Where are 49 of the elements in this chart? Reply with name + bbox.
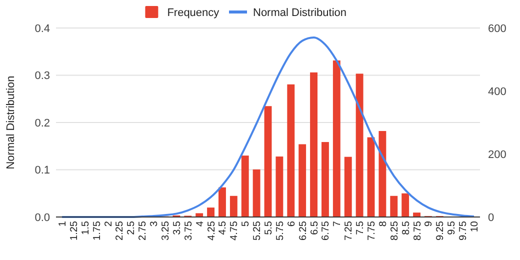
x-tick-label: 2 (103, 220, 114, 227)
x-tick-label: 1.25 (68, 220, 80, 240)
legend-label: Normal Distribution (253, 6, 347, 19)
x-tick-label: 9 (424, 220, 435, 227)
x-tick-label: 9.75 (458, 220, 470, 240)
x-tick-label: 3 (149, 220, 160, 227)
x-tick-label: 6 (286, 220, 298, 227)
y2-tick-label: 0 (488, 212, 494, 224)
x-tick-label: 6.5 (309, 220, 320, 235)
x-tick-label: 6.25 (298, 220, 309, 240)
y-axis-title: Normal Distribution (5, 76, 17, 170)
y-tick-label: 0.4 (34, 22, 50, 35)
x-tick-label: 4.5 (218, 220, 229, 235)
y-tick-label: 0.3 (34, 70, 50, 82)
y-tick-label: 0.0 (34, 212, 50, 224)
x-tick-label: 4 (194, 220, 206, 227)
y2-tick-label: 400 (488, 86, 506, 98)
x-tick-label: 10 (469, 220, 480, 232)
x-tick-label: 7.25 (344, 220, 355, 240)
x-tick-label: 9.25 (435, 220, 446, 240)
x-tick-label: 1.75 (92, 220, 103, 240)
x-tick-label: 8 (378, 220, 389, 227)
x-tick-label: 3.75 (183, 220, 194, 240)
x-tick-label: 4.25 (206, 220, 218, 240)
legend-label: Frequency (167, 6, 220, 19)
x-tick-label: 4.75 (229, 220, 240, 240)
x-tick-label: 7.5 (355, 220, 366, 235)
x-tick-label: 3.25 (160, 220, 172, 240)
x-tick-label: 1 (58, 220, 69, 227)
x-tick-label: 5 (240, 220, 252, 227)
y2-tick-label: 600 (488, 22, 506, 35)
x-tick-label: 2.75 (138, 220, 149, 240)
y-tick-label: 0.1 (34, 164, 50, 177)
x-tick-label: 5.5 (264, 220, 274, 235)
x-tick-label: 8.25 (389, 220, 400, 240)
y-tick-label: 0.2 (34, 117, 50, 130)
x-tick-label: 7.75 (366, 220, 378, 240)
x-tick-label: 8.75 (412, 220, 424, 240)
y2-tick-label: 200 (488, 148, 506, 161)
x-tick-label: 8.5 (400, 220, 412, 235)
x-tick-label: 3.5 (172, 220, 183, 235)
x-tick-label: 1.5 (80, 220, 92, 235)
x-tick-label: 2.25 (114, 220, 126, 240)
x-tick-label: 2.5 (126, 220, 138, 235)
x-tick-label: 7 (332, 220, 344, 227)
x-tick-label: 5.75 (274, 220, 286, 240)
x-tick-label: 9.5 (446, 220, 458, 235)
x-tick-label: 6.75 (320, 220, 332, 240)
x-tick-label: 5.25 (252, 220, 264, 240)
